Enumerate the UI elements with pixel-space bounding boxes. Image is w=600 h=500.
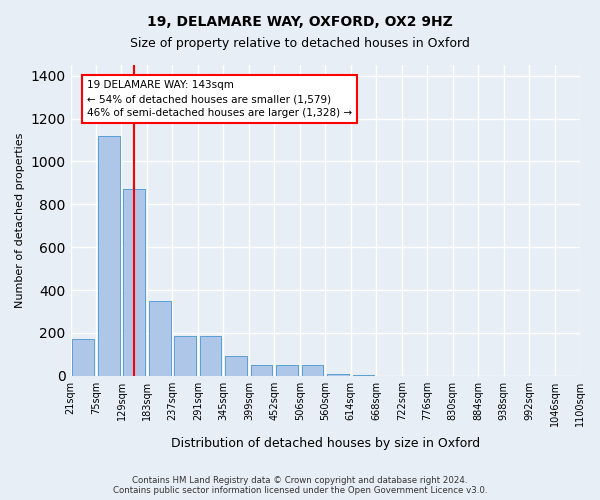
Bar xyxy=(251,365,272,376)
Text: Size of property relative to detached houses in Oxford: Size of property relative to detached ho… xyxy=(130,38,470,51)
Bar xyxy=(149,301,170,376)
Bar xyxy=(124,190,145,376)
Bar xyxy=(353,374,374,376)
Bar xyxy=(200,336,221,376)
Y-axis label: Number of detached properties: Number of detached properties xyxy=(15,132,25,308)
Text: 19 DELAMARE WAY: 143sqm
← 54% of detached houses are smaller (1,579)
46% of semi: 19 DELAMARE WAY: 143sqm ← 54% of detache… xyxy=(87,80,352,118)
Bar xyxy=(98,136,119,376)
Bar xyxy=(225,356,247,376)
Bar xyxy=(327,374,349,376)
X-axis label: Distribution of detached houses by size in Oxford: Distribution of detached houses by size … xyxy=(171,437,480,450)
Text: Contains HM Land Registry data © Crown copyright and database right 2024.
Contai: Contains HM Land Registry data © Crown c… xyxy=(113,476,487,495)
Bar xyxy=(302,365,323,376)
Bar xyxy=(276,365,298,376)
Text: 19, DELAMARE WAY, OXFORD, OX2 9HZ: 19, DELAMARE WAY, OXFORD, OX2 9HZ xyxy=(147,15,453,29)
Bar xyxy=(175,336,196,376)
Bar xyxy=(73,340,94,376)
